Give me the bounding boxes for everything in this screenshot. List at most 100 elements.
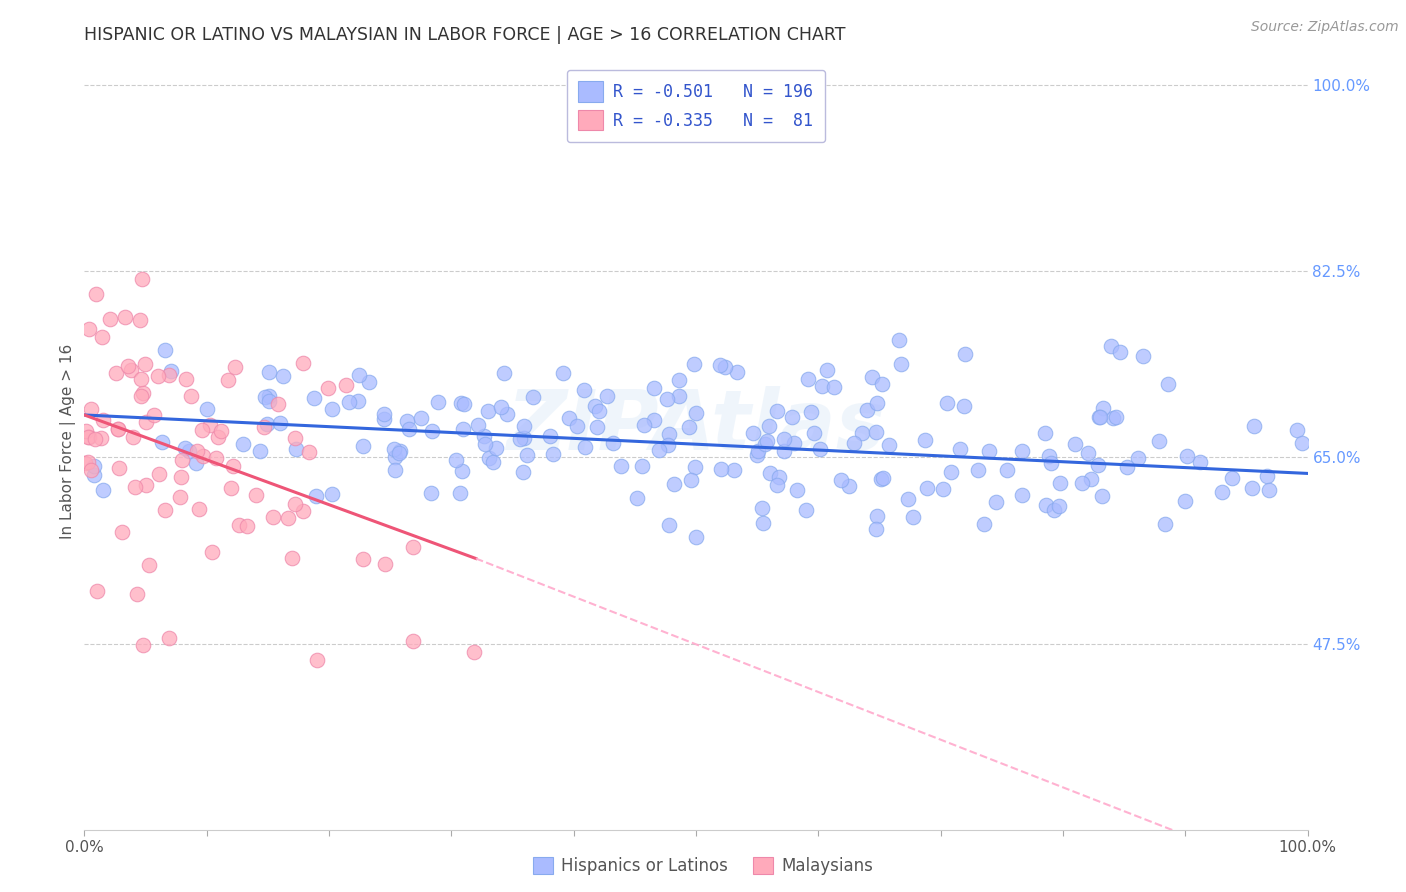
Point	[773, 433, 796, 447]
Point	[143, 408, 166, 422]
Point	[281, 551, 304, 566]
Point	[284, 431, 307, 445]
Point	[191, 423, 214, 437]
Point	[228, 518, 250, 533]
Point	[538, 429, 561, 443]
Point	[851, 425, 873, 440]
Point	[664, 477, 686, 491]
Point	[121, 430, 143, 444]
Point	[318, 381, 340, 395]
Point	[485, 442, 508, 456]
Point	[935, 396, 957, 410]
Point	[1039, 456, 1062, 470]
Point	[463, 645, 485, 659]
Point	[389, 443, 412, 458]
Point	[678, 419, 700, 434]
Point	[134, 357, 156, 371]
Point	[195, 401, 218, 416]
Point	[856, 403, 879, 417]
Point	[198, 418, 221, 433]
Point	[125, 587, 148, 601]
Point	[1091, 489, 1114, 503]
Point	[269, 416, 291, 430]
Point	[984, 495, 1007, 509]
Point	[1011, 487, 1033, 501]
Point	[643, 413, 665, 427]
Point	[291, 356, 314, 370]
Point	[262, 509, 284, 524]
Point	[201, 544, 224, 558]
Point	[877, 438, 900, 452]
Point	[865, 425, 887, 439]
Point	[1175, 449, 1198, 463]
Point	[267, 397, 290, 411]
Point	[395, 414, 418, 428]
Point	[565, 418, 588, 433]
Point	[643, 381, 665, 395]
Point	[626, 491, 648, 506]
Point	[741, 426, 763, 441]
Point	[808, 442, 831, 456]
Point	[658, 427, 681, 442]
Point	[157, 368, 180, 382]
Point	[249, 444, 271, 458]
Point	[284, 442, 307, 457]
Point	[135, 415, 157, 429]
Point	[80, 463, 103, 477]
Point	[558, 410, 581, 425]
Point	[114, 310, 136, 325]
Point	[1090, 409, 1112, 424]
Point	[758, 466, 780, 480]
Point	[1071, 475, 1094, 490]
Point	[658, 518, 681, 533]
Point	[177, 444, 200, 458]
Point	[914, 433, 936, 447]
Point	[766, 478, 789, 492]
Point	[75, 424, 97, 438]
Point	[890, 357, 912, 371]
Point	[948, 442, 970, 456]
Point	[302, 391, 325, 405]
Point	[668, 374, 690, 388]
Point	[259, 388, 281, 402]
Legend: Hispanics or Latinos, Malaysians: Hispanics or Latinos, Malaysians	[524, 849, 882, 884]
Point	[495, 407, 517, 421]
Point	[1189, 454, 1212, 468]
Point	[682, 357, 704, 371]
Point	[451, 422, 474, 436]
Point	[450, 395, 472, 409]
Point	[752, 516, 775, 531]
Point	[709, 358, 731, 372]
Point	[713, 359, 735, 374]
Point	[967, 463, 990, 477]
Point	[1105, 409, 1128, 424]
Point	[1220, 471, 1243, 485]
Point	[132, 638, 155, 652]
Point	[1286, 423, 1309, 437]
Point	[815, 362, 838, 376]
Point	[84, 286, 107, 301]
Point	[271, 369, 294, 384]
Point	[1038, 449, 1060, 463]
Point	[388, 446, 411, 460]
Point	[1077, 446, 1099, 460]
Point	[953, 347, 976, 361]
Point	[474, 436, 496, 450]
Point	[745, 448, 768, 462]
Point	[1087, 458, 1109, 472]
Point	[245, 488, 267, 502]
Point	[186, 443, 208, 458]
Point	[865, 522, 887, 536]
Point	[284, 497, 307, 511]
Point	[305, 489, 328, 503]
Point	[150, 434, 173, 449]
Point	[449, 485, 471, 500]
Point	[1211, 485, 1233, 500]
Point	[472, 429, 495, 443]
Point	[93, 413, 115, 427]
Point	[574, 440, 596, 454]
Point	[347, 393, 370, 408]
Point	[180, 389, 202, 403]
Legend: R = -0.501   N = 196, R = -0.335   N =  81: R = -0.501 N = 196, R = -0.335 N = 81	[567, 70, 825, 142]
Point	[83, 468, 105, 483]
